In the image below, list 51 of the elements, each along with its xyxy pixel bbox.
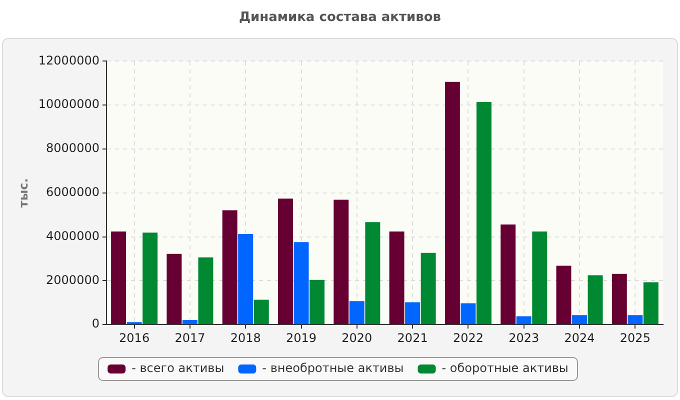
bar bbox=[278, 198, 293, 324]
y-tick-label: 8000000 bbox=[46, 141, 100, 156]
x-tick-label: 2018 bbox=[230, 330, 261, 345]
bar bbox=[365, 222, 380, 324]
x-tick-label: 2024 bbox=[564, 330, 595, 345]
x-tick-label: 2020 bbox=[342, 330, 372, 345]
bar bbox=[420, 252, 436, 324]
bar bbox=[182, 320, 198, 324]
bar bbox=[405, 302, 420, 324]
bar bbox=[294, 242, 309, 324]
bar bbox=[334, 200, 349, 324]
bar bbox=[572, 315, 588, 324]
bar bbox=[612, 274, 627, 324]
y-tick-label: 2000000 bbox=[46, 272, 100, 287]
legend-label: - всего активы bbox=[132, 361, 224, 376]
y-tick-label: 10000000 bbox=[38, 97, 100, 112]
bar bbox=[166, 254, 182, 324]
x-tick-label: 2019 bbox=[286, 330, 317, 345]
bar bbox=[588, 275, 603, 324]
x-tick-label: 2021 bbox=[397, 330, 428, 345]
legend-label: - внеобротные активы bbox=[262, 361, 404, 376]
bar bbox=[142, 232, 158, 324]
x-tick-label: 2016 bbox=[119, 330, 150, 345]
bar bbox=[556, 266, 572, 324]
chart-title: Динамика состава активов bbox=[238, 10, 442, 25]
bar bbox=[500, 224, 516, 324]
x-tick-label: 2025 bbox=[620, 330, 650, 345]
bar bbox=[628, 315, 643, 324]
legend-label: - оборотные активы bbox=[442, 361, 568, 376]
bar bbox=[516, 316, 532, 324]
bar bbox=[238, 234, 254, 324]
bar bbox=[643, 282, 658, 324]
bar bbox=[222, 210, 238, 324]
bar bbox=[460, 303, 476, 324]
y-axis-title: тыс. bbox=[16, 178, 30, 208]
y-tick-label: 0 bbox=[92, 316, 100, 331]
x-tick-label: 2022 bbox=[452, 330, 484, 345]
bar bbox=[349, 301, 364, 324]
bar bbox=[111, 232, 126, 324]
bar bbox=[532, 232, 548, 324]
y-tick-label: 4000000 bbox=[46, 228, 100, 243]
y-tick-label: 12000000 bbox=[38, 53, 100, 68]
bar bbox=[389, 232, 404, 324]
y-tick-label: 6000000 bbox=[46, 185, 100, 200]
bar bbox=[254, 300, 269, 324]
x-tick-label: 2017 bbox=[174, 330, 206, 345]
bar bbox=[198, 257, 214, 324]
bar bbox=[444, 82, 460, 324]
bar bbox=[310, 280, 325, 324]
bar bbox=[476, 102, 492, 324]
x-tick-label: 2023 bbox=[508, 330, 540, 345]
